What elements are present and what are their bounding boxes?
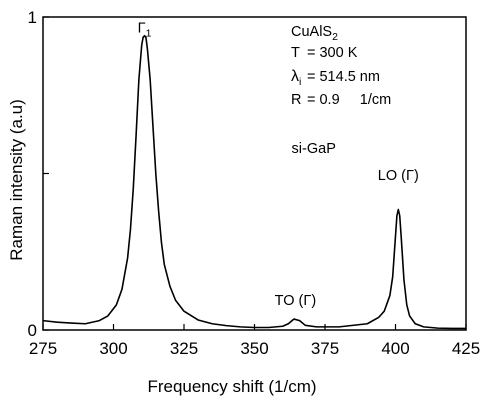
info-temperature-label: T — [291, 45, 300, 61]
x-tick-label: 275 — [29, 339, 57, 358]
series-layer — [42, 34, 466, 330]
info-temperature-value: = 300 K — [307, 45, 358, 61]
x-tick-label: 400 — [381, 339, 409, 358]
info-wavelength-subscript: i — [299, 76, 301, 88]
info-wavelength-value: = 514.5 nm — [307, 69, 380, 85]
info-resolution-value: = 0.9 1/cm — [307, 92, 391, 108]
peak-label: TO (Γ) — [275, 293, 317, 309]
peak-label: LO (Γ) — [378, 168, 419, 184]
x-tick-label: 300 — [99, 339, 127, 358]
peak-label-subscript: 1 — [146, 28, 152, 40]
x-tick-label: 325 — [170, 339, 198, 358]
annotation-layer: Γ1 si-GaP LO (Γ) TO (Γ) — [138, 21, 419, 309]
peak-label: si-GaP — [292, 141, 336, 157]
x-tick-label: 350 — [240, 339, 268, 358]
info-box: CuAlS2 T = 300 K λi = 514.5 nm R = 0.9 1/cm — [291, 24, 391, 108]
y-axis-title: Raman intensity (a.u) — [7, 99, 26, 261]
peak-label-text: LO (Γ) — [378, 168, 419, 184]
y-tick-label: 0 — [28, 321, 37, 340]
raman-spectrum-line — [42, 34, 466, 330]
peak-label: Γ1 — [138, 21, 152, 40]
info-resolution-label: R — [291, 92, 301, 108]
info-line-temperature: T = 300 K — [291, 45, 358, 61]
info-material: CuAlS2 — [291, 24, 338, 43]
info-material-subscript: 2 — [332, 31, 338, 43]
info-wavelength-label: λ — [291, 68, 299, 85]
x-tick-label: 425 — [452, 339, 480, 358]
info-line-resolution: R = 0.9 1/cm — [291, 92, 391, 108]
y-tick-label: 1 — [28, 8, 37, 27]
peak-label-text: Γ — [138, 21, 146, 37]
peak-label-text: si-GaP — [292, 141, 336, 157]
info-material-name: CuAlS — [291, 24, 332, 40]
peak-label-text: TO (Γ) — [275, 293, 317, 309]
x-tick-label: 375 — [311, 339, 339, 358]
y-axis-ticks: 01 — [28, 8, 49, 340]
info-line-wavelength: λi = 514.5 nm — [291, 68, 380, 88]
x-axis-title: Frequency shift (1/cm) — [147, 377, 316, 396]
x-axis-ticks: 275 300 325 350 375 400 425 — [29, 324, 480, 358]
